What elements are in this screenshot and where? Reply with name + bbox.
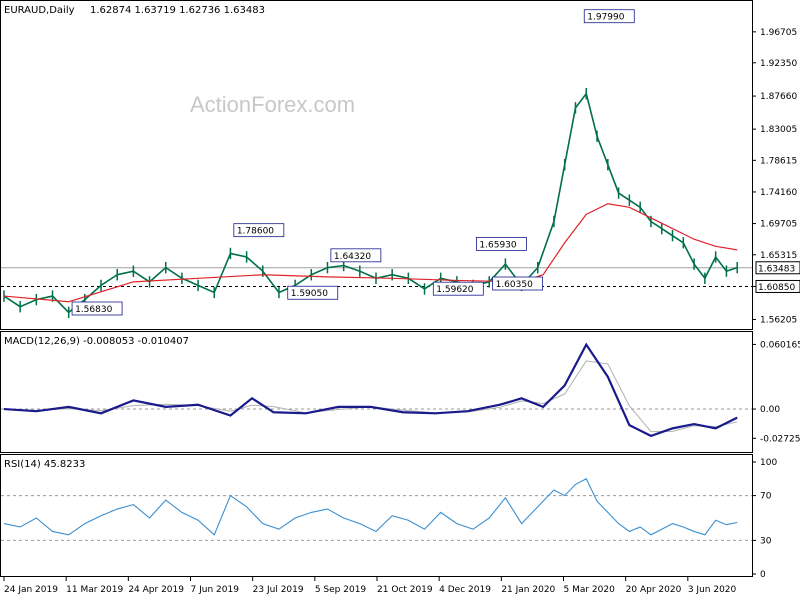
price-tick-label: 1.92350 bbox=[760, 59, 797, 69]
annotation-label: 1.97990 bbox=[587, 13, 624, 23]
annotation-box bbox=[476, 236, 527, 251]
x-tick-label: 23 Jul 2019 bbox=[253, 585, 304, 595]
price-panel-frame bbox=[0, 0, 753, 330]
x-tick-label: 3 Jun 2020 bbox=[688, 585, 737, 595]
x-tick-label: 7 Jun 2019 bbox=[191, 585, 240, 595]
chart-ohlc: 1.62874 1.63719 1.62736 1.63483 bbox=[90, 5, 265, 16]
rsi-tick-label: 100 bbox=[760, 458, 777, 468]
x-tick-label: 5 Mar 2020 bbox=[564, 585, 616, 595]
annotation-box bbox=[492, 276, 544, 291]
price-tick-label: 1.65315 bbox=[760, 251, 797, 261]
macd-title: MACD(12,26,9) -0.008053 -0.010407 bbox=[4, 336, 189, 347]
price-tick-label: 1.83005 bbox=[760, 125, 797, 135]
x-tick-label: 24 Apr 2019 bbox=[128, 585, 184, 595]
price-tick-label: 1.69705 bbox=[760, 220, 797, 230]
rsi-tick-label: 30 bbox=[760, 536, 772, 546]
annotation-box bbox=[287, 285, 339, 300]
macd-line bbox=[3, 342, 738, 438]
price-series-line bbox=[3, 91, 738, 314]
price-tick-label: 1.74160 bbox=[760, 188, 797, 198]
annotation-label: 1.60350 bbox=[496, 280, 533, 290]
annotation-box bbox=[432, 281, 484, 296]
macd-tick-label: 0.00 bbox=[760, 405, 780, 415]
macd-panel-frame bbox=[0, 331, 753, 453]
current-price-label: 1.63483 bbox=[758, 264, 795, 274]
annotation-label: 1.64320 bbox=[334, 252, 371, 262]
annotation-label: 1.65930 bbox=[479, 240, 516, 250]
macd-signal-line bbox=[3, 360, 738, 433]
chart-symbol: EURAUD,Daily bbox=[4, 5, 75, 16]
x-tick-label: 5 Sep 2019 bbox=[315, 585, 367, 595]
annotation-label: 1.59050 bbox=[291, 289, 328, 299]
annotation-label: 1.59620 bbox=[436, 285, 473, 295]
rsi-title: RSI(14) 45.8233 bbox=[4, 459, 85, 470]
annotation-box bbox=[583, 9, 635, 24]
x-tick-label: 21 Jan 2020 bbox=[501, 585, 555, 595]
support-label: 1.60850 bbox=[758, 283, 795, 293]
x-tick-label: 4 Dec 2019 bbox=[439, 585, 491, 595]
x-tick-label: 21 Oct 2019 bbox=[377, 585, 433, 595]
current-price-box bbox=[755, 261, 800, 275]
x-tick-label: 11 Mar 2019 bbox=[66, 585, 123, 595]
x-tick-label: 24 Jan 2019 bbox=[4, 585, 58, 595]
annotation-box bbox=[330, 248, 382, 263]
price-tick-label: 1.87660 bbox=[760, 92, 797, 102]
x-tick-label: 20 Apr 2020 bbox=[626, 585, 682, 595]
rsi-line bbox=[3, 478, 738, 536]
rsi-panel-frame bbox=[0, 454, 753, 577]
annotation-label: 1.56830 bbox=[75, 305, 112, 315]
watermark: ActionForex.com bbox=[190, 92, 355, 117]
price-tick-label: 1.96705 bbox=[760, 28, 797, 38]
rsi-tick-label: 70 bbox=[760, 492, 772, 502]
support-box bbox=[755, 279, 800, 293]
annotation-label: 1.78600 bbox=[237, 227, 274, 237]
macd-tick-label: -0.02725 bbox=[760, 434, 800, 444]
annotation-box bbox=[71, 301, 123, 316]
price-tick-label: 1.78615 bbox=[760, 156, 797, 166]
rsi-tick-label: 0 bbox=[760, 570, 766, 580]
price-tick-label: 1.56205 bbox=[760, 315, 797, 325]
annotation-box bbox=[233, 223, 285, 238]
macd-tick-label: 0.060165 bbox=[760, 340, 800, 350]
moving-average-line bbox=[3, 203, 738, 303]
